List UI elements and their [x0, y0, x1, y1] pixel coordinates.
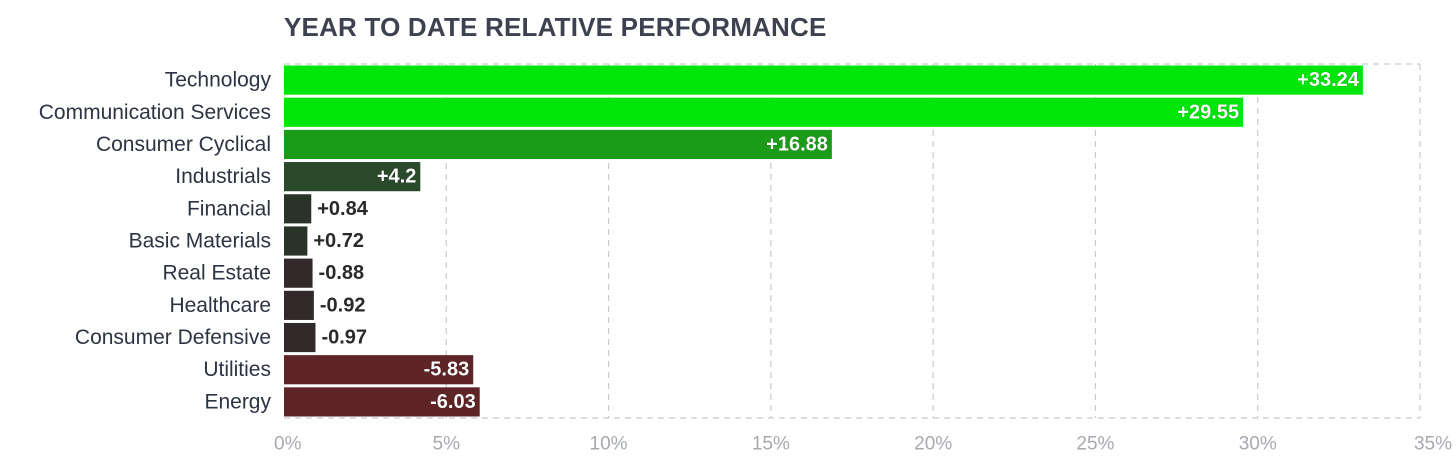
x-tick-label: 35%: [1414, 434, 1452, 455]
category-label: Industrials: [175, 165, 271, 188]
category-label: Utilities: [203, 358, 271, 381]
bar-energy: [284, 387, 480, 417]
x-tick-label: 20%: [914, 434, 952, 455]
bar-utilities: [284, 355, 474, 385]
value-label: -0.88: [319, 262, 365, 284]
bar-industrials: [284, 162, 421, 192]
x-tick-label: 30%: [1239, 434, 1277, 455]
category-label: Consumer Cyclical: [96, 133, 271, 156]
category-label: Basic Materials: [129, 230, 271, 253]
value-label: +0.84: [317, 198, 368, 220]
category-label: Healthcare: [169, 294, 271, 317]
bar-financial: [284, 194, 312, 224]
x-tick-label: 15%: [752, 434, 790, 455]
value-label: +4.2: [377, 166, 416, 188]
bars: [284, 65, 1363, 417]
value-labels: +33.24 +29.55 +16.88 +4.2 +0.84 +0.72 -0.88 -0.…: [313, 69, 1360, 413]
category-label: Real Estate: [162, 262, 271, 285]
category-label: Energy: [204, 390, 271, 413]
category-label: Technology: [165, 69, 272, 92]
value-label: -0.92: [320, 294, 366, 316]
bar-technology: [284, 65, 1363, 95]
bar-healthcare: [284, 290, 314, 320]
x-tick-label: 25%: [1076, 434, 1114, 455]
x-axis-ticks: 0% 5% 10% 15% 20% 25% 30% 35%: [274, 434, 1452, 455]
bar-real-estate: [284, 258, 313, 288]
chart-title: YEAR TO DATE RELATIVE PERFORMANCE: [284, 12, 827, 42]
value-label: +0.72: [313, 230, 364, 252]
value-label: -0.97: [321, 327, 367, 349]
bar-consumer-defensive: [284, 322, 316, 353]
x-tick-label: 5%: [433, 434, 461, 455]
x-tick-label: 0%: [274, 434, 302, 455]
value-label: -6.03: [430, 391, 476, 413]
category-label: Financial: [187, 197, 271, 220]
value-label: -5.83: [424, 359, 470, 381]
x-tick-label: 10%: [590, 434, 628, 455]
category-label: Communication Services: [39, 101, 271, 124]
bar-basic-materials: [284, 226, 308, 256]
bar-consumer-cyclical: [284, 129, 832, 160]
category-labels: Technology Communication Services Consumer…: [39, 69, 272, 414]
category-label: Consumer Defensive: [75, 326, 271, 349]
value-label: +16.88: [766, 133, 828, 155]
bar-communication-services: [284, 97, 1244, 127]
value-label: +33.24: [1297, 69, 1360, 91]
value-label: +29.55: [1177, 101, 1239, 123]
